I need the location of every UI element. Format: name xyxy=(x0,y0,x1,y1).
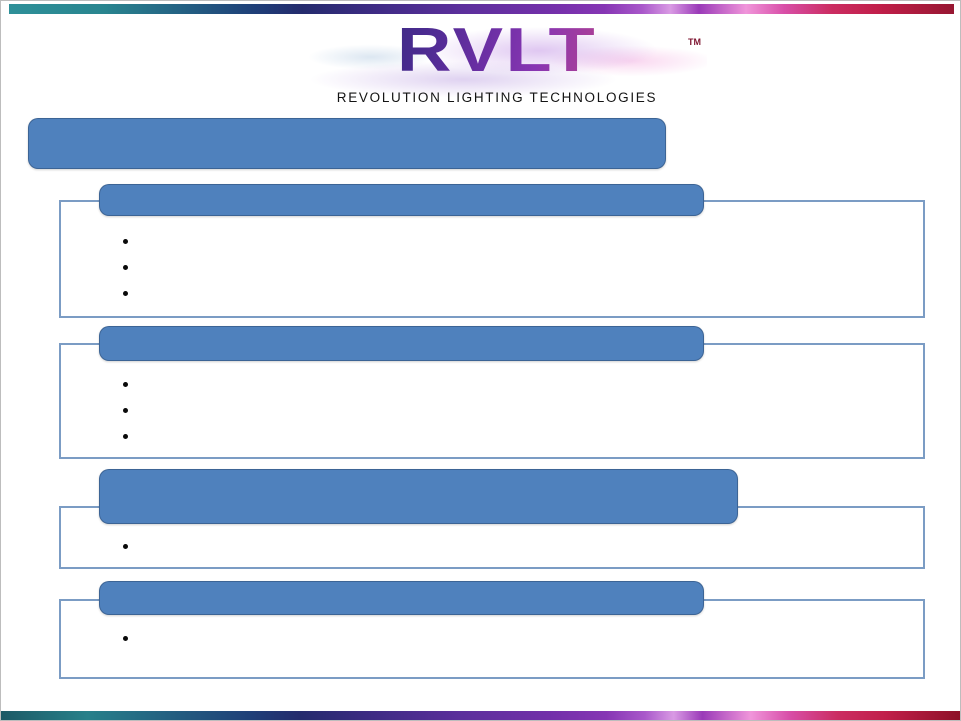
bullet-item xyxy=(123,625,138,651)
bullet-dot-icon xyxy=(123,543,128,549)
bullet-item xyxy=(123,533,138,559)
section-1-content-box xyxy=(59,200,925,318)
section-3-bullet-list xyxy=(123,533,138,559)
slide-title-bar xyxy=(28,118,666,169)
bullet-dot-icon xyxy=(123,238,128,244)
top-gradient-strip xyxy=(9,4,954,14)
bullet-dot-icon xyxy=(123,264,128,270)
logo-brand-text: RVLT xyxy=(241,19,753,83)
section-3-header-bar xyxy=(99,469,738,524)
bullet-item xyxy=(123,371,138,397)
bullet-dot-icon xyxy=(123,407,128,413)
bullet-dot-icon xyxy=(123,381,128,387)
logo-light-streaks xyxy=(287,25,707,105)
section-4-header-bar xyxy=(99,581,704,615)
bullet-dot-icon xyxy=(123,635,128,641)
section-1-header-bar xyxy=(99,184,704,216)
company-logo: RVLT TM REVOLUTION LIGHTING TECHNOLOGIES xyxy=(287,19,707,105)
section-2-bullet-list xyxy=(123,371,138,449)
section-4-bullet-list xyxy=(123,625,138,651)
bullet-item xyxy=(123,280,138,306)
bullet-item xyxy=(123,228,138,254)
bullet-dot-icon xyxy=(123,290,128,296)
section-2-header-bar xyxy=(99,326,704,361)
section-1-bullet-list xyxy=(123,228,138,306)
bullet-item xyxy=(123,254,138,280)
bullet-item xyxy=(123,397,138,423)
bullet-item xyxy=(123,423,138,449)
logo-tagline: REVOLUTION LIGHTING TECHNOLOGIES xyxy=(336,90,658,105)
section-2-content-box xyxy=(59,343,925,459)
bottom-gradient-strip xyxy=(1,711,960,720)
bullet-dot-icon xyxy=(123,433,128,439)
trademark-symbol: TM xyxy=(688,37,701,47)
